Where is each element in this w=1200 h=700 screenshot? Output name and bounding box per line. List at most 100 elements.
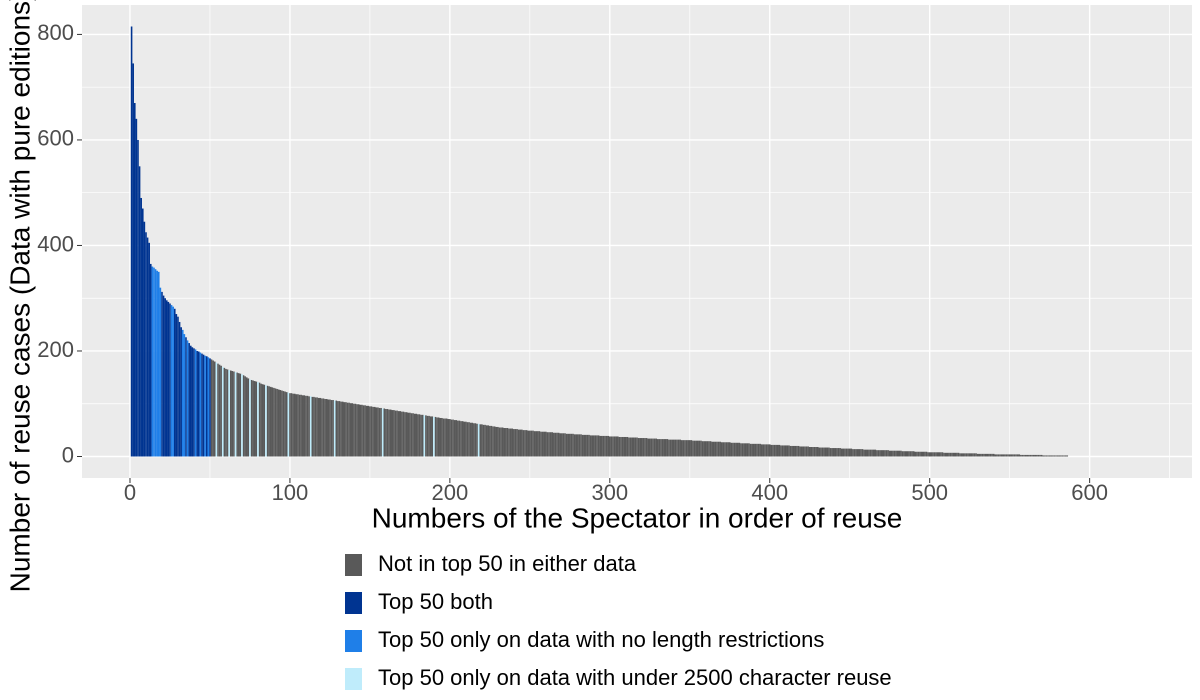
bar [389,409,392,457]
bar [1002,454,1005,457]
legend-label: Top 50 only on data with no length restr… [378,627,824,652]
bar [783,445,785,457]
bar [172,306,174,457]
bar [245,377,248,457]
bar [836,448,838,457]
bar [928,452,931,457]
bar [225,368,227,457]
bar [429,416,432,457]
bar [895,450,897,457]
bar [359,404,362,457]
bar [636,437,638,457]
bar [306,395,309,457]
bar [890,450,893,457]
bar [668,439,670,457]
x-tick-label: 200 [432,480,469,505]
bar [477,423,480,457]
bar [781,445,784,457]
bar [927,452,929,457]
bar [772,444,774,457]
bar [789,445,792,457]
legend-key [345,668,362,690]
bar [241,374,243,457]
bar [1013,454,1016,457]
bar [513,429,515,457]
bar [1048,455,1051,457]
bar [250,379,253,457]
bar [906,451,909,457]
bar [441,417,443,457]
bar [853,449,856,457]
bar [373,406,376,457]
bar [957,452,960,457]
bar [946,452,949,457]
bar [319,397,322,457]
legend: Not in top 50 in either data Top 50 both T… [345,551,892,690]
bar [153,267,155,457]
bar [767,444,769,457]
bar [249,379,251,457]
bar [476,423,478,457]
bar [327,399,330,457]
bar [637,438,640,457]
bar [645,438,648,457]
bar [257,382,259,457]
bar [725,442,728,457]
bar [810,447,813,457]
bar [607,435,610,457]
bar [498,427,501,457]
bar [655,438,657,457]
bar [602,435,605,457]
bar [744,443,747,457]
bar [316,397,318,457]
bar [481,424,483,457]
bar [364,405,366,457]
bar [397,411,400,457]
bar [660,439,662,457]
bar [976,453,979,457]
y-tick-label: 800 [37,20,74,45]
bar [453,420,456,457]
bar [484,424,486,457]
bar [247,378,250,457]
bar [831,448,833,457]
bar [676,439,678,457]
bar [850,448,853,457]
bar [220,365,222,457]
bar [356,404,358,457]
bar [994,454,997,457]
bar [226,369,229,457]
bar [858,449,861,457]
bar [989,453,992,457]
bar [626,436,629,457]
bar [663,439,665,457]
bar [297,394,299,457]
bar [388,409,390,457]
bar [898,450,901,457]
bar [169,303,171,457]
bar [293,393,296,457]
bar [556,432,558,457]
bar [832,448,835,457]
bar [940,452,942,457]
bar [437,417,440,457]
bar [377,407,379,457]
bar [156,270,158,457]
bar [380,407,382,457]
bar [824,447,827,457]
bar [984,453,987,457]
bar [615,436,618,457]
bar [1024,454,1027,457]
bar [844,448,846,457]
bar [161,291,163,457]
bar [1032,454,1035,457]
bar [149,263,152,457]
bar [639,438,641,457]
bar [202,354,205,457]
bar [1005,454,1008,457]
bar [802,446,805,457]
bar [474,423,477,457]
bar [751,443,753,457]
bar [586,434,589,457]
bar [385,409,387,457]
